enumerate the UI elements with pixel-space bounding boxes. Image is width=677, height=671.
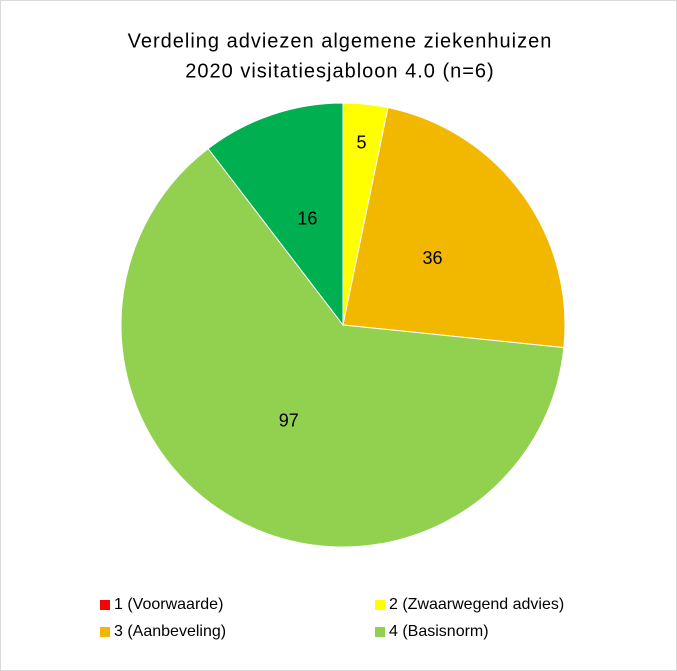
legend-swatch: [375, 600, 385, 610]
legend-label: 3 (Aanbeveling): [114, 623, 226, 640]
data-label: 5: [357, 133, 367, 153]
chart-title: 2020 visitatiesjabloon 4.0 (n=6): [185, 60, 494, 82]
chart-title: Verdeling adviezen algemene ziekenhuizen: [128, 30, 553, 52]
legend-swatch: [375, 627, 385, 637]
legend-label: 4 (Basisnorm): [389, 623, 489, 640]
data-label: 16: [297, 209, 317, 229]
legend-label: 1 (Voorwaarde): [114, 596, 223, 613]
pie-slice: [120, 147, 565, 548]
data-label: 97: [279, 411, 299, 431]
legend-swatch: [100, 627, 110, 637]
legend-swatch: [100, 600, 110, 610]
pie-slice: [207, 102, 344, 327]
data-label: 36: [423, 248, 443, 268]
legend-label: 2 (Zwaarwegend advies): [389, 596, 564, 613]
pie-slice: [342, 107, 566, 349]
